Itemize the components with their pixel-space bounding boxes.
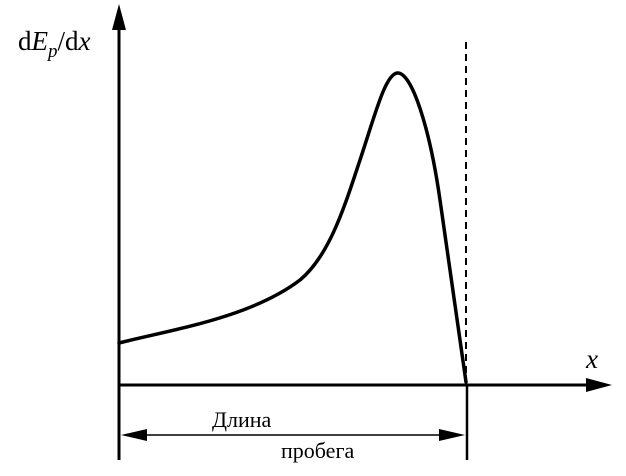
y-axis-label-E: E xyxy=(31,26,49,56)
y-axis-label-x: x xyxy=(78,26,91,56)
y-axis-arrowhead xyxy=(112,4,126,30)
range-label-line1: Длина xyxy=(212,407,272,432)
range-arrow-left xyxy=(121,429,147,441)
y-axis-label-subscript: p xyxy=(46,41,58,62)
range-arrow-right xyxy=(439,429,465,441)
energy-loss-curve xyxy=(117,71,468,384)
y-axis-label: dEp/dx xyxy=(18,26,91,62)
y-axis-label-slash-d: /d xyxy=(58,26,80,56)
range-label-line2: пробега xyxy=(281,438,354,463)
x-axis-label: x xyxy=(585,344,598,374)
x-axis-arrowhead xyxy=(586,378,612,392)
y-axis-label-d: d xyxy=(18,26,32,56)
